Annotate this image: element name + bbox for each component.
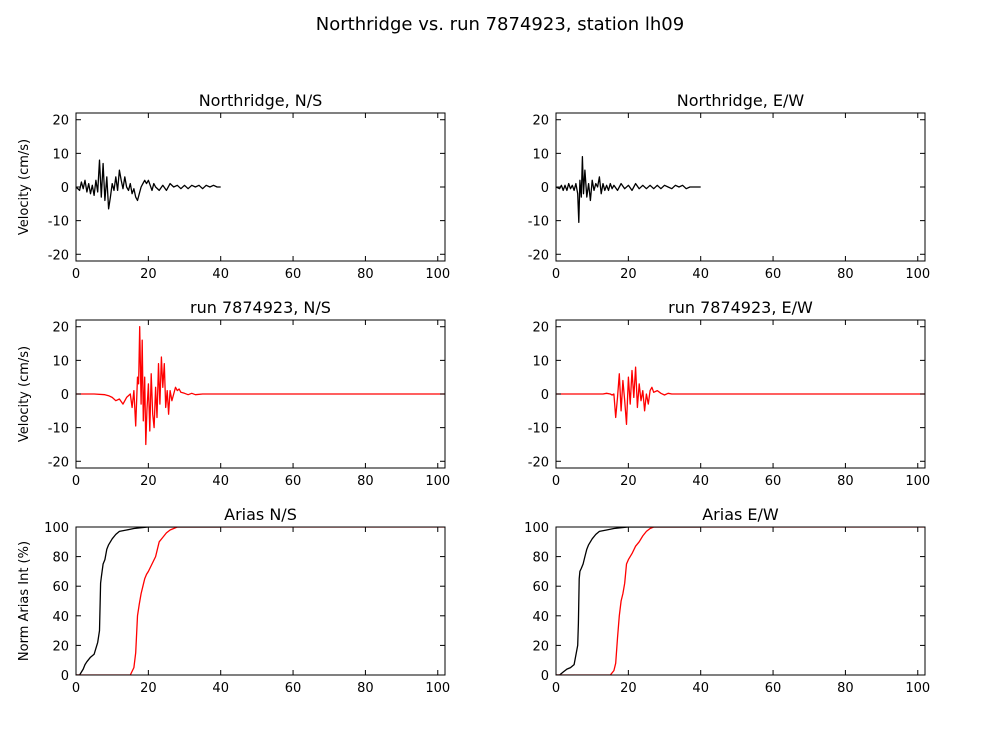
subplot-title: Arias E/W (702, 505, 779, 524)
plot-frame (75, 526, 446, 676)
y-tick-label: -10 (528, 422, 549, 437)
x-tick-label: 80 (837, 474, 854, 489)
y-tick-label: 40 (532, 610, 549, 625)
subplot-title: run 7874923, E/W (668, 298, 813, 317)
x-tick-label: 60 (765, 474, 782, 489)
x-tick-label: 40 (692, 474, 709, 489)
x-tick-label: 20 (140, 474, 157, 489)
series-line-recorded (76, 527, 221, 675)
y-tick-label: 20 (532, 639, 549, 654)
y-tick-label: 20 (52, 114, 69, 129)
y-tick-label: 10 (532, 354, 549, 369)
x-tick-label: 40 (212, 267, 229, 282)
y-tick-label: 0 (61, 181, 69, 196)
y-tick-label: -20 (48, 248, 69, 263)
x-tick-label: 100 (905, 681, 930, 696)
subplot-grid: Northridge, N/S0 20 40 60 80 100-20-1001020Ve… (17, 91, 930, 696)
y-tick-label: 60 (532, 580, 549, 595)
subplot-title: Arias N/S (224, 505, 297, 524)
subplot-p4: run 7874923, E/W 0 20 40 60 80 100 -20 -10 0 10 20 (528, 298, 930, 489)
x-tick-label: 40 (212, 474, 229, 489)
y-tick-label: -10 (48, 422, 69, 437)
y-tick-label: -10 (48, 215, 69, 230)
x-tick-label: 80 (357, 267, 374, 282)
x-tick-label: 20 (620, 474, 637, 489)
x-tick-label: 0 (552, 474, 560, 489)
x-tick-label: 100 (425, 267, 450, 282)
y-tick-label: 100 (524, 521, 549, 536)
x-tick-label: 80 (357, 681, 374, 696)
y-tick-label: 100 (44, 521, 69, 536)
y-tick-label: 0 (61, 388, 69, 403)
y-tick-label: 0 (541, 388, 549, 403)
y-tick-label: 40 (52, 610, 69, 625)
series-line-simulated (76, 326, 445, 446)
x-tick-label: 80 (357, 474, 374, 489)
series-line-simulated (556, 366, 925, 425)
subplot-title: Northridge, N/S (199, 91, 323, 110)
x-tick-label: 40 (692, 681, 709, 696)
x-tick-label: 20 (620, 267, 637, 282)
x-tick-label: 40 (692, 267, 709, 282)
subplot-p2: Northridge, E/W 0 20 40 60 80 100 -20 -10 0 10 20 (528, 91, 930, 282)
y-axis-label: Velocity (cm/s) (17, 346, 32, 442)
subplot-title: Northridge, E/W (677, 91, 805, 110)
y-tick-label: 0 (541, 669, 549, 684)
x-tick-label: 80 (837, 681, 854, 696)
x-tick-label: 100 (425, 681, 450, 696)
y-tick-label: 60 (52, 580, 69, 595)
y-axis-label: Velocity (cm/s) (17, 139, 32, 235)
figure-title: Northridge vs. run 7874923, station lh09 (316, 14, 684, 35)
y-tick-label: 0 (61, 669, 69, 684)
y-tick-label: 10 (52, 147, 69, 162)
subplot-p6: Arias E/W 0 20 40 60 80 100 0 20 40 60 80 100 (524, 505, 930, 696)
y-tick-label: 80 (532, 551, 549, 566)
y-tick-label: 20 (52, 321, 69, 336)
x-tick-label: 100 (905, 267, 930, 282)
subplot-p1: Northridge, N/S 0 20 40 60 80 100 -20 -10 0 10 20 Ve… (17, 91, 450, 282)
y-tick-label: 0 (541, 181, 549, 196)
subplot-p5: Arias N/S 0 20 40 60 80 100 0 20 40 60 80 100 Norm Ar… (17, 505, 450, 696)
x-tick-label: 60 (285, 474, 302, 489)
x-tick-label: 100 (425, 474, 450, 489)
y-tick-label: 20 (532, 321, 549, 336)
y-tick-label: 10 (52, 354, 69, 369)
series-line-simulated (76, 527, 445, 675)
x-tick-label: 20 (140, 267, 157, 282)
x-tick-label: 0 (552, 267, 560, 282)
x-tick-label: 20 (140, 681, 157, 696)
x-tick-label: 0 (72, 474, 80, 489)
x-tick-label: 0 (72, 267, 80, 282)
y-axis-label: Norm Arias Int (%) (17, 541, 32, 661)
series-line-recorded (556, 156, 701, 223)
series-line-simulated (556, 527, 925, 675)
y-tick-label: 20 (52, 639, 69, 654)
plot-frame (555, 526, 926, 676)
x-tick-label: 100 (905, 474, 930, 489)
x-tick-label: 0 (72, 681, 80, 696)
subplot-title: run 7874923, N/S (190, 298, 331, 317)
x-tick-label: 60 (285, 681, 302, 696)
y-tick-label: -20 (528, 455, 549, 470)
y-tick-label: 10 (532, 147, 549, 162)
subplot-p3: run 7874923, N/S 0 20 40 60 80 100 -20 -10 0 10 20 V… (17, 298, 450, 489)
y-tick-label: -20 (48, 455, 69, 470)
x-tick-label: 0 (552, 681, 560, 696)
x-tick-label: 60 (285, 267, 302, 282)
y-tick-label: -20 (528, 248, 549, 263)
x-tick-label: 60 (765, 681, 782, 696)
y-tick-label: -10 (528, 215, 549, 230)
series-line-recorded (556, 527, 701, 675)
x-tick-label: 80 (837, 267, 854, 282)
x-tick-label: 20 (620, 681, 637, 696)
x-tick-label: 60 (765, 267, 782, 282)
series-line-recorded (76, 159, 221, 210)
y-tick-label: 80 (52, 551, 69, 566)
y-tick-label: 20 (532, 114, 549, 129)
x-tick-label: 40 (212, 681, 229, 696)
